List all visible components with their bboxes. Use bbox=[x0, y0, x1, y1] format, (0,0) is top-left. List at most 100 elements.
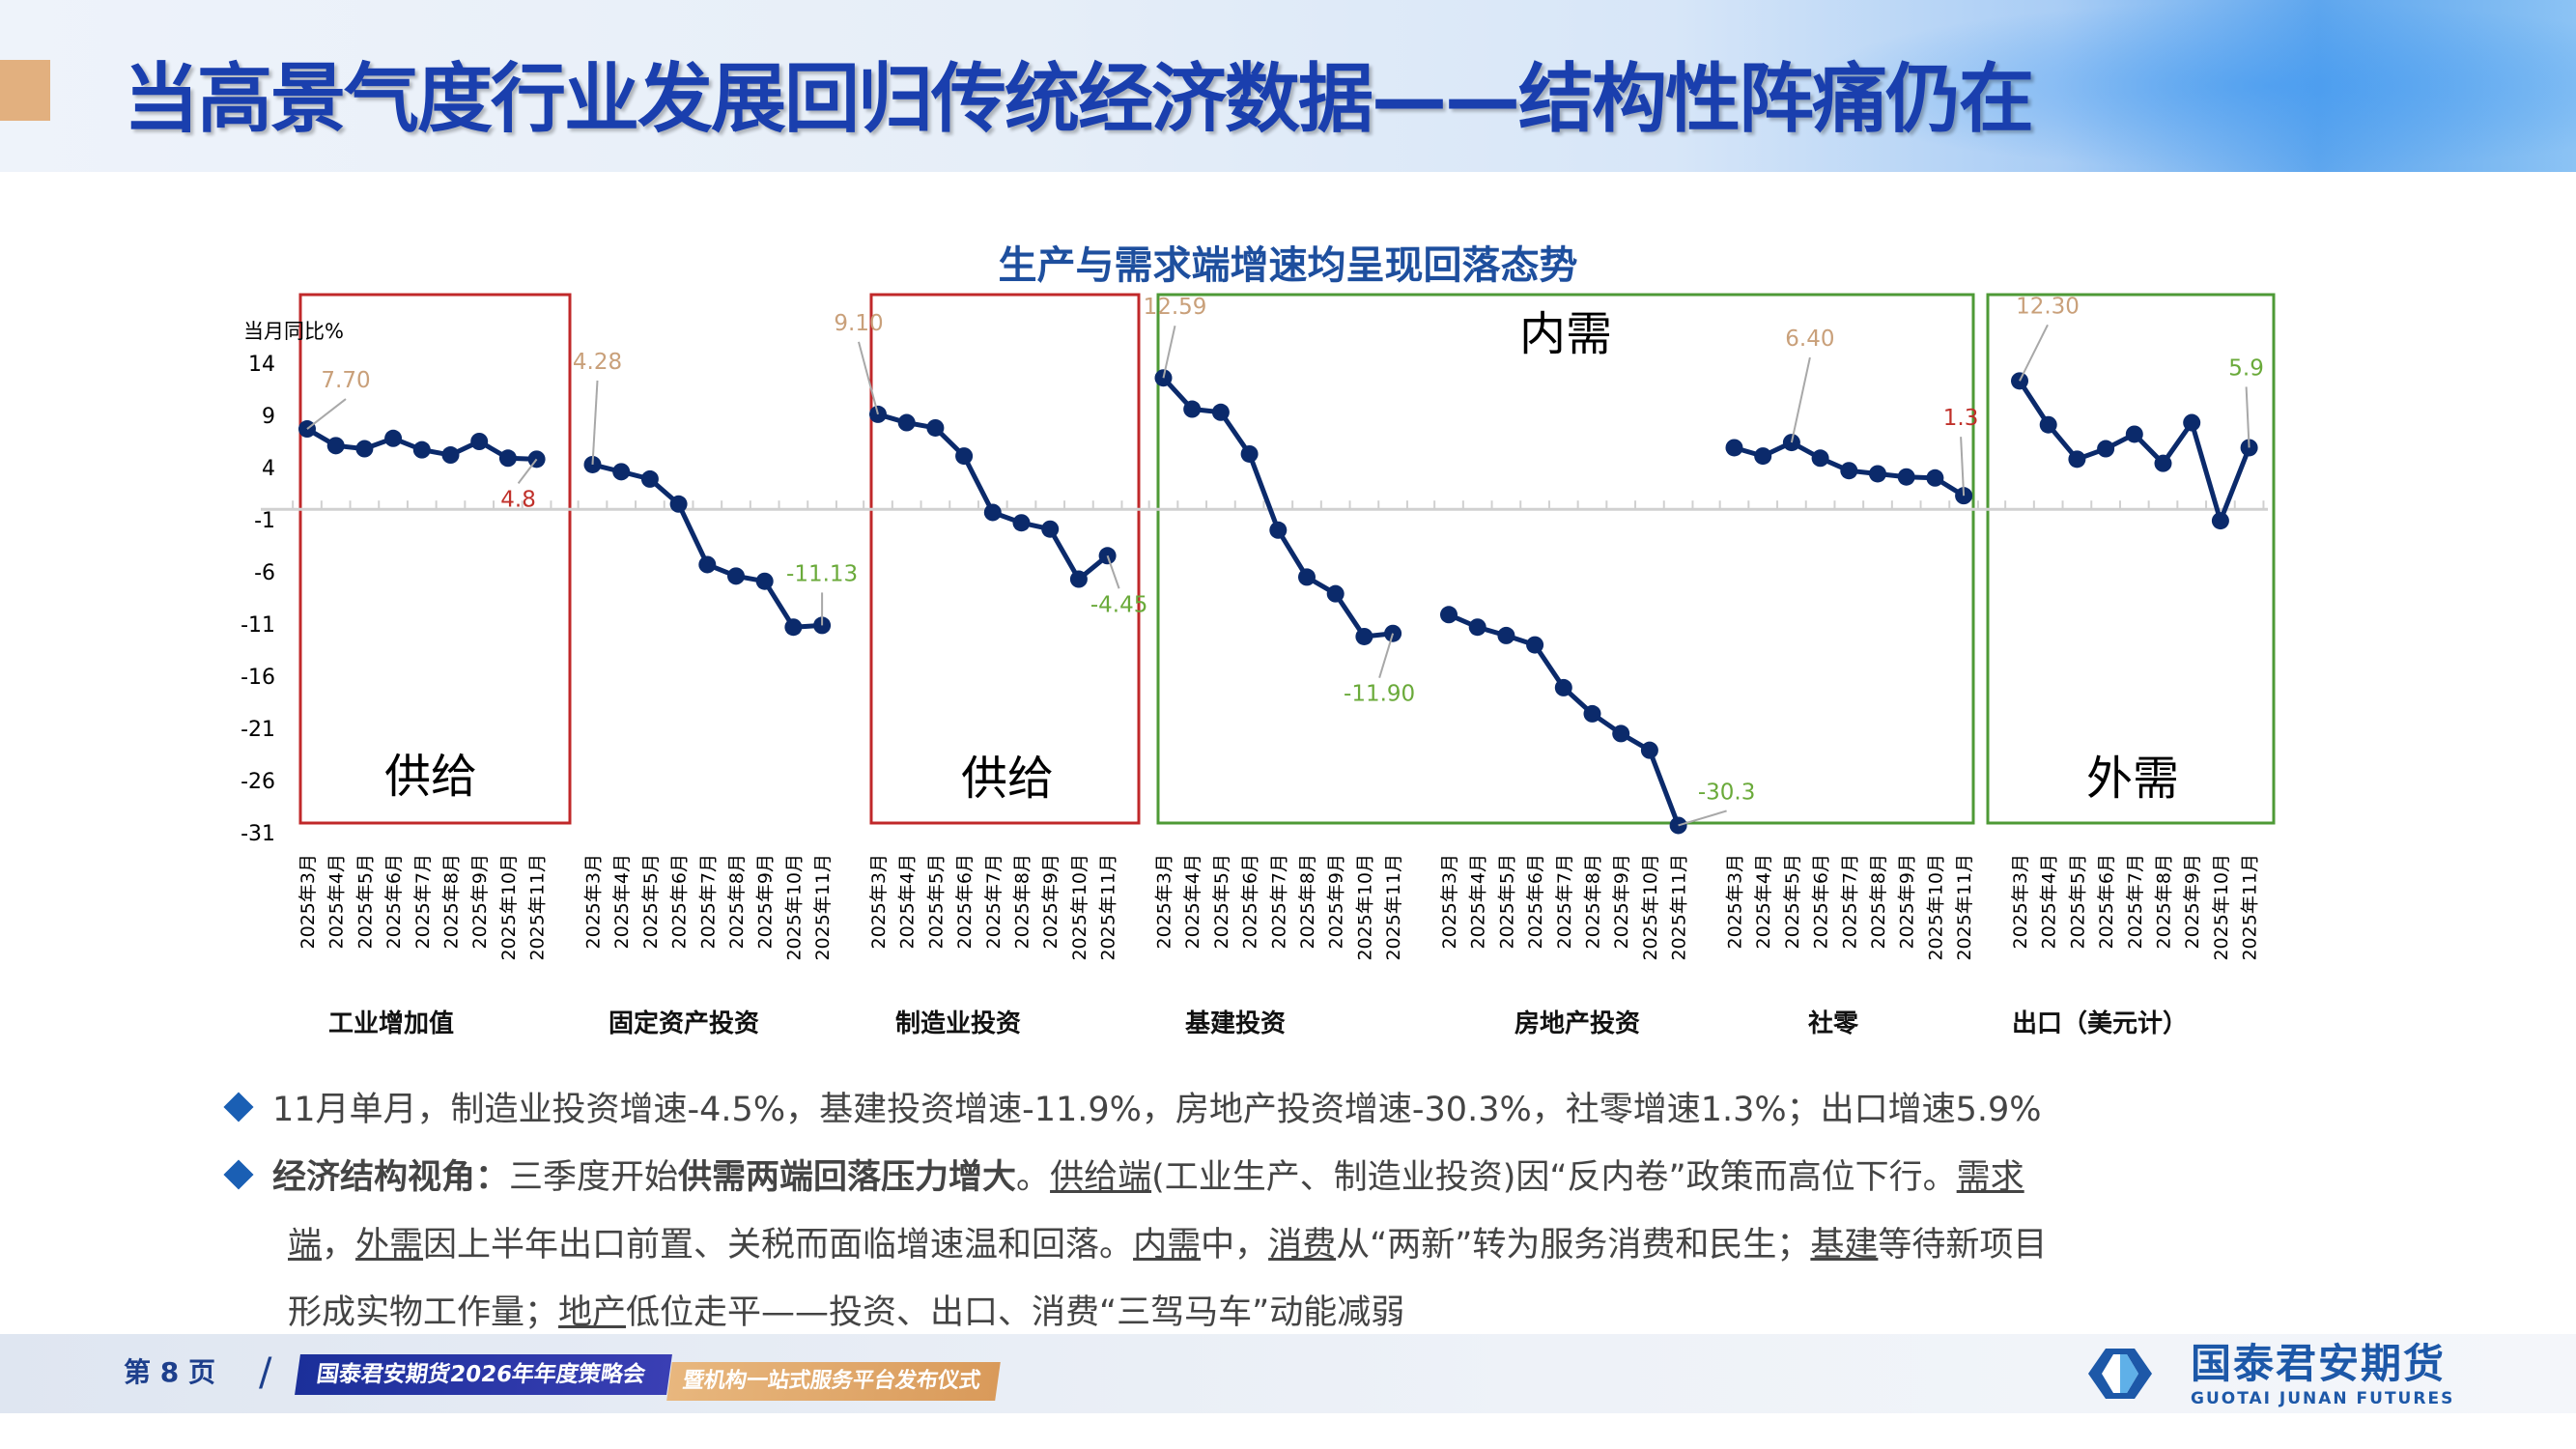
x-tick-label: 2025年11月 bbox=[1669, 854, 1690, 961]
series-line-4 bbox=[1448, 611, 1681, 827]
x-tick-label: 2025年7月 bbox=[697, 854, 719, 949]
data-point bbox=[1183, 400, 1202, 418]
group-box-label: 外需 bbox=[2086, 752, 2179, 806]
y-tick-label: -26 bbox=[241, 770, 275, 794]
text-underlined: 基建 bbox=[1810, 1226, 1879, 1264]
data-point bbox=[784, 618, 803, 637]
y-tick-label: -16 bbox=[241, 666, 275, 690]
x-tick-label: 2025年6月 bbox=[669, 854, 691, 949]
data-point bbox=[955, 447, 974, 466]
x-tick-label: 2025年4月 bbox=[1468, 854, 1489, 949]
data-point bbox=[2039, 415, 2057, 434]
data-point bbox=[1640, 741, 1658, 759]
data-label: 12.59 bbox=[1144, 295, 1207, 320]
x-tick-label: 2025年11月 bbox=[2240, 854, 2261, 961]
text-bold: 供需两端回落压力增大 bbox=[678, 1158, 1017, 1197]
data-label: 4.8 bbox=[500, 487, 536, 512]
annotation-leader-line bbox=[1790, 356, 1811, 443]
x-tick-label: 2025年4月 bbox=[611, 854, 633, 949]
data-point bbox=[355, 440, 374, 458]
x-tick-label: 2025年7月 bbox=[1839, 854, 1860, 949]
x-tick-label: 2025年9月 bbox=[755, 854, 777, 949]
annotation-leader-line bbox=[306, 398, 347, 430]
y-tick-label: -1 bbox=[254, 509, 275, 533]
x-tick-label: 2025年11月 bbox=[527, 854, 549, 961]
bullet-2-line-3: 形成实物工作量；地产低位走平——投资、出口、消费“三驾马车”动能减弱 bbox=[288, 1285, 1404, 1334]
annotation-leader-line bbox=[2245, 386, 2250, 448]
x-tick-label: 2025年10月 bbox=[2211, 854, 2232, 961]
logo-mark-icon bbox=[2088, 1349, 2152, 1399]
event-banner: 国泰君安期货2026年年度策略会 bbox=[295, 1354, 672, 1395]
data-point bbox=[1612, 724, 1630, 743]
group-box-1 bbox=[869, 293, 1141, 825]
x-tick-label: 2025年7月 bbox=[412, 854, 434, 949]
x-tick-label: 2025年9月 bbox=[1611, 854, 1632, 949]
category-label: 基建投资 bbox=[1185, 1009, 1286, 1038]
bullet-2-heading: 经济结构视角： bbox=[272, 1158, 510, 1197]
x-tick-label: 2025年6月 bbox=[1525, 854, 1546, 949]
x-tick-label: 2025年11月 bbox=[1098, 854, 1119, 961]
series-line-6 bbox=[2017, 379, 2251, 528]
x-tick-label: 2025年7月 bbox=[1268, 854, 1289, 949]
text-underlined: 需求 bbox=[1956, 1158, 2024, 1197]
x-tick-label: 2025年11月 bbox=[812, 854, 834, 961]
data-label: -30.3 bbox=[1698, 780, 1756, 805]
x-tick-label: 2025年4月 bbox=[1753, 854, 1774, 949]
data-point bbox=[1211, 403, 1230, 421]
annotation-leader-line bbox=[1162, 326, 1176, 379]
header-band bbox=[0, 0, 2576, 172]
y-tick-label: -11 bbox=[241, 613, 275, 638]
data-point bbox=[727, 567, 745, 585]
header-decoration bbox=[1803, 0, 2576, 172]
x-tick-label: 2025年8月 bbox=[726, 854, 748, 949]
x-tick-label: 2025年3月 bbox=[297, 854, 319, 949]
group-box-label: 供给 bbox=[384, 750, 477, 804]
x-tick-label: 2025年5月 bbox=[1782, 854, 1803, 949]
data-point bbox=[612, 463, 631, 481]
x-tick-label: 2025年9月 bbox=[1040, 854, 1062, 949]
x-tick-label: 2025年5月 bbox=[1211, 854, 1232, 949]
x-tick-label: 2025年6月 bbox=[2096, 854, 2117, 949]
text: ， bbox=[322, 1226, 356, 1264]
text: 等待新项目 bbox=[1878, 1226, 2048, 1264]
x-tick-label: 2025年8月 bbox=[1868, 854, 1889, 949]
x-tick-label: 2025年11月 bbox=[1954, 854, 1975, 961]
annotation-leader-line bbox=[1378, 633, 1395, 679]
group-box-label: 供给 bbox=[961, 752, 1054, 806]
x-tick-label: 2025年7月 bbox=[2125, 854, 2146, 949]
data-point bbox=[1811, 449, 1829, 468]
text: 形成实物工作量； bbox=[288, 1293, 559, 1332]
data-point bbox=[326, 437, 345, 455]
event-banner-sub: 暨机构一站式服务平台发布仪式 bbox=[666, 1362, 1001, 1401]
data-label: 6.40 bbox=[1785, 327, 1834, 352]
text: 因上半年出口前置、关税而面临增速温和回落。 bbox=[423, 1226, 1134, 1264]
x-tick-label: 2025年5月 bbox=[640, 854, 662, 949]
data-label: -11.90 bbox=[1344, 682, 1415, 707]
bullet-2-line-2: 端，外需因上半年出口前置、关税而面临增速温和回落。内需中，消费从“两新”转为服务… bbox=[288, 1217, 2047, 1266]
annotation-leader-line bbox=[517, 458, 538, 484]
data-point bbox=[1012, 514, 1031, 532]
logo-text-cn: 国泰君安期货 bbox=[2191, 1340, 2447, 1387]
data-point bbox=[1069, 570, 1088, 588]
data-point bbox=[1526, 636, 1544, 654]
group-box-3 bbox=[1986, 293, 2276, 825]
data-point bbox=[2097, 440, 2115, 458]
x-tick-label: 2025年10月 bbox=[498, 854, 520, 961]
page-title: 当高景气度行业发展回归传统经济数据——结构性阵痛仍在 bbox=[124, 56, 2034, 143]
text: 。 bbox=[1016, 1158, 1051, 1197]
company-logo: 国泰君安期货 GUOTAI JUNAN FUTURES bbox=[2086, 1343, 2492, 1410]
data-point bbox=[470, 433, 489, 450]
text-underlined: 地产 bbox=[558, 1293, 627, 1332]
data-point bbox=[1269, 521, 1288, 539]
annotation-leader-line bbox=[1678, 810, 1727, 827]
text: (工业生产、制造业投资)因“反内卷”政策而高位下行。 bbox=[1151, 1158, 1957, 1197]
x-tick-label: 2025年7月 bbox=[983, 854, 1005, 949]
data-point bbox=[384, 429, 403, 447]
x-tick-label: 2025年3月 bbox=[583, 854, 605, 949]
annotation-leader-line bbox=[1106, 554, 1120, 589]
data-label: -4.45 bbox=[1090, 592, 1148, 617]
y-tick-label: -21 bbox=[241, 718, 275, 742]
x-tick-label: 2025年3月 bbox=[2010, 854, 2031, 949]
data-point bbox=[1554, 678, 1572, 696]
